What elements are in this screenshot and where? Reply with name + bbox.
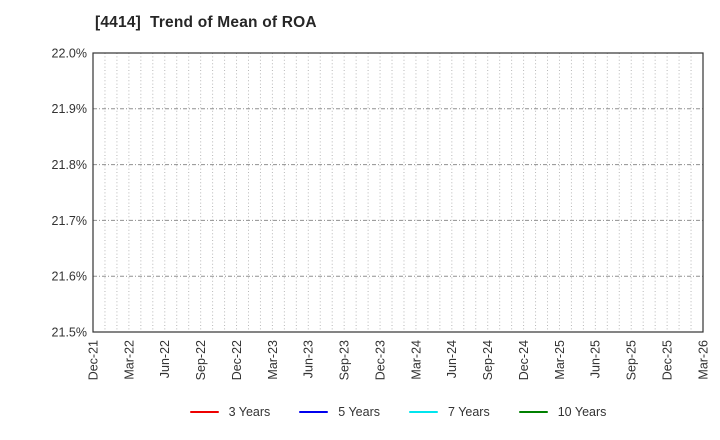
- chart-title: [4414] Trend of Mean of ROA: [95, 14, 317, 31]
- x-axis-tick-label: Sep-22: [194, 340, 208, 380]
- y-axis-tick-label: 21.6%: [52, 270, 87, 284]
- y-axis-tick-label: 21.9%: [52, 102, 87, 116]
- legend-item-7-years: 7 Years: [409, 405, 490, 419]
- x-axis-tick-label: Mar-25: [553, 340, 567, 380]
- x-axis-tick-label: Mar-26: [696, 340, 710, 380]
- legend-line-swatch: [518, 410, 548, 414]
- x-axis-tick-label: Jun-23: [302, 340, 316, 378]
- x-axis-tick-label: Mar-22: [122, 340, 136, 380]
- legend: 3 Years 5 Years 7 Years 10 Years: [93, 405, 703, 419]
- y-axis-tick-label: 21.8%: [52, 158, 87, 172]
- y-axis-tick-label: 22.0%: [52, 46, 87, 60]
- x-axis-tick-label: Jun-24: [445, 340, 459, 378]
- x-axis-tick-label: Mar-23: [266, 340, 280, 380]
- legend-label: 7 Years: [448, 405, 490, 419]
- x-axis-tick-label: Dec-21: [86, 340, 100, 380]
- x-axis-tick-label: Sep-23: [338, 340, 352, 380]
- legend-line-swatch: [189, 410, 219, 414]
- legend-label: 10 Years: [557, 405, 607, 419]
- x-axis-tick-label: Sep-24: [481, 340, 495, 380]
- x-axis-tick-label: Jun-25: [589, 340, 603, 378]
- y-axis-tick-label: 21.5%: [52, 325, 87, 339]
- x-axis-tick-label: Mar-24: [409, 340, 423, 380]
- x-axis-tick-label: Dec-23: [373, 340, 387, 380]
- y-axis-tick-label: 21.7%: [52, 214, 87, 228]
- legend-label: 3 Years: [228, 405, 271, 419]
- x-axis-tick-label: Sep-25: [625, 340, 639, 380]
- plot-border: [92, 52, 704, 333]
- x-axis-tick-label: Dec-22: [230, 340, 244, 380]
- legend-item-10-years: 10 Years: [518, 405, 607, 419]
- x-axis-tick-label: Dec-24: [517, 340, 531, 380]
- x-axis-tick-label: Dec-25: [660, 340, 674, 380]
- legend-item-5-years: 5 Years: [299, 405, 380, 419]
- legend-label: 5 Years: [338, 405, 381, 419]
- x-axis-tick-label: Jun-22: [158, 340, 172, 378]
- legend-item-3-years: 3 Years: [189, 405, 271, 419]
- legend-line-swatch: [299, 410, 329, 414]
- legend-line-swatch: [409, 410, 439, 414]
